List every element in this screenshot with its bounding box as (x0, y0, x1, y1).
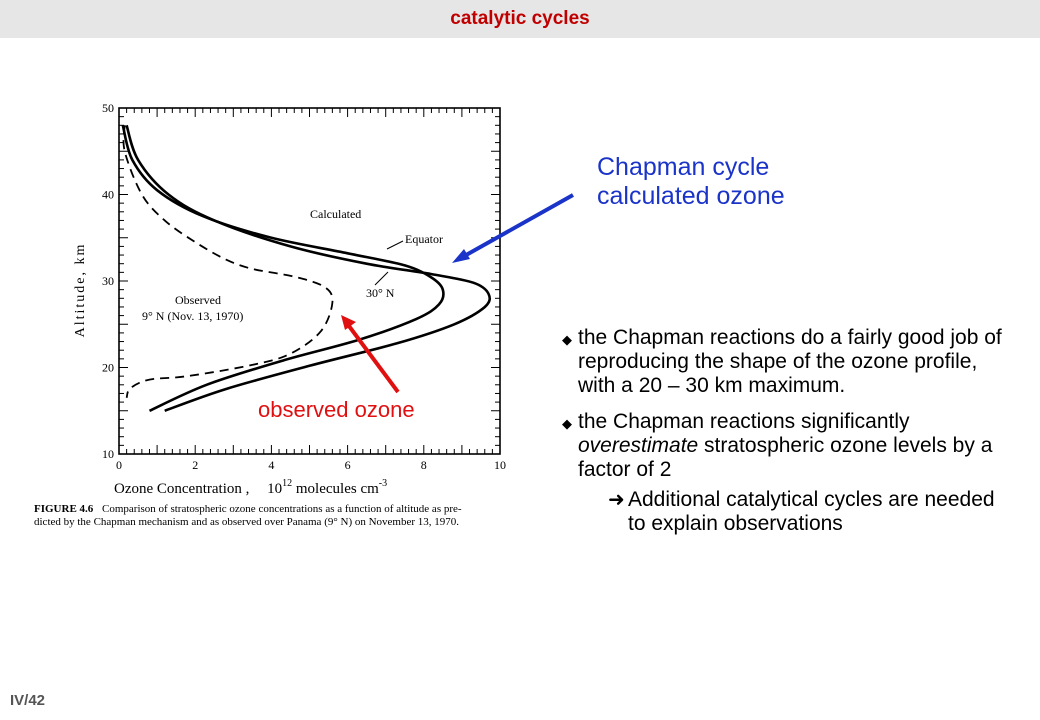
chapman-callout: Chapman cycle calculated ozone (597, 153, 785, 210)
series-line-0 (125, 124, 492, 413)
equator-pointer (386, 240, 404, 250)
x-tick-label: 6 (345, 458, 351, 472)
lat30-pointer (374, 271, 389, 286)
series-line-2 (122, 125, 334, 399)
bullet-item-1: ◆ the Chapman reactions do a fairly good… (562, 326, 1002, 397)
blue-callout-arrow (458, 193, 574, 261)
figure-caption-line2: dicted by the Chapman mechanism and as o… (34, 516, 459, 528)
x-tick-label: 2 (192, 458, 198, 472)
bullet-marker: ◆ (562, 332, 572, 347)
bullet-marker: ◆ (562, 416, 572, 431)
x-tick-label: 10 (494, 458, 506, 472)
y-tick-label: 40 (102, 188, 114, 202)
right-arrow-icon: ➜ (608, 489, 625, 511)
sub-bullet: ➜ Additional catalytical cycles are need… (608, 488, 995, 535)
annotation-calculated: Calculated (310, 207, 361, 221)
x-tick-label: 8 (421, 458, 427, 472)
annotation-observed: Observed (175, 293, 221, 307)
title-bar: catalytic cycles (0, 0, 1040, 38)
y-tick-label: 20 (102, 361, 114, 375)
x-tick-label: 4 (268, 458, 274, 472)
blue-arrow-head (452, 249, 470, 263)
y-tick-label: 30 (102, 274, 114, 288)
observed-callout: observed ozone (258, 397, 415, 422)
annotation-30n: 30° N (366, 286, 395, 300)
annotation-equator: Equator (405, 232, 443, 246)
bullet-list: ◆ the Chapman reactions do a fairly good… (562, 326, 1002, 548)
chart-series (121, 124, 492, 413)
axis-ticks (118, 107, 501, 455)
x-tick-label: 0 (116, 458, 122, 472)
annotation-observed-date: 9° N (Nov. 13, 1970) (142, 309, 243, 323)
red-callout-arrow (344, 320, 400, 394)
x-axis-label: Ozone Concentration , 1012 molecules cm-… (114, 478, 387, 497)
page-number: IV/42 (10, 692, 46, 709)
y-tick-label: 50 (102, 101, 114, 115)
y-axis-label: Altitude, km (73, 243, 88, 338)
bullet-item-2: ◆ the Chapman reactions significantly ov… (562, 410, 1002, 536)
y-tick-label: 10 (102, 447, 114, 461)
tick-labels: 0 2 4 6 8 10 10 20 30 40 50 (102, 101, 506, 472)
slide-title: catalytic cycles (450, 8, 590, 29)
figure-caption: FIGURE 4.6 Comparison of stratospheric o… (34, 503, 462, 515)
red-arrow-head (341, 315, 356, 330)
plot-frame (118, 107, 501, 455)
series-line-1 (121, 124, 445, 412)
